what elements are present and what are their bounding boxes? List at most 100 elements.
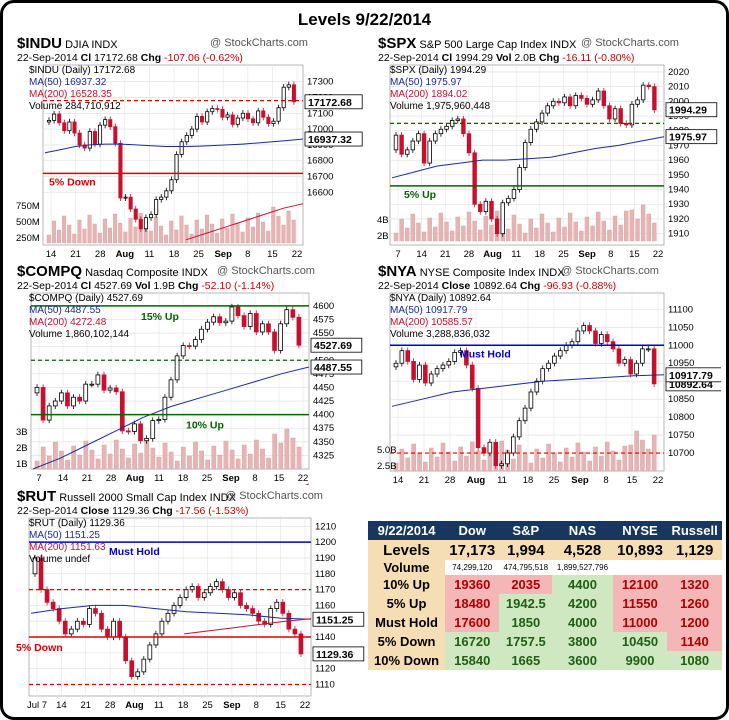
x-tick-label: 25 [202,700,213,711]
chart-panel-nya: $NYA NYSE Composite Index INDX @ StockCha… [376,263,721,485]
volume-bar [546,443,551,472]
candle-body [250,608,255,614]
close-label: Close [441,280,474,292]
volume-bar [601,220,606,242]
levels-table: 9/22/2014 Dow S&P NAS NYSE Russell Levels 17,17… [368,521,722,670]
candle-body [220,581,225,591]
candle-body [640,348,645,364]
x-tick-label: 11 [144,249,154,260]
chart-legend: $SPX (Daily) 1994.29 MA(50) 1975.97 MA(200… [390,65,490,113]
legend-entry: $INDU (Daily) 17172.68 [29,65,136,76]
volume-tick-label: 1B [16,459,28,470]
legend-entry: Volume 1,975,960,448 [390,101,491,112]
candle-body [266,323,271,333]
candle-body [506,197,511,204]
candle-body [82,144,87,149]
volume-bar [148,230,153,244]
candle-body [405,350,411,362]
candle-body [211,316,216,323]
volume-bar [281,224,286,244]
vol-label: Vol [134,280,154,292]
x-tick-label: 8 [608,249,613,260]
candle-body [107,387,113,391]
volume-bar [83,440,89,470]
last-price-box-text: 4527.69 [314,340,352,352]
candle-body [563,344,569,352]
chart-name: NYSE Composite Index INDX [416,267,565,279]
table-cell: 1665 [499,651,553,670]
volume-bar [113,439,119,470]
volume-bar [296,446,302,470]
volume-bar [551,231,556,242]
candle-body [52,113,57,121]
volume-bar [235,458,241,470]
volume-bar [34,460,40,470]
vol-label: Vol [495,52,515,64]
volume-bar [393,462,399,472]
volume-bar [444,221,449,242]
legend-entry: MA(50) 10917.79 [390,305,468,316]
volume-bar [113,213,118,244]
volume-bar [640,204,646,242]
chg-value: -96.93 (-0.88%) [543,280,617,292]
chart-header: $INDU DJIA INDX @ StockCharts.com [17,35,308,52]
last-price-box-text: 1994.29 [669,105,707,117]
y-tick-label: 1210 [315,521,336,532]
row-label-cell: 10% Up [368,575,446,594]
x-tick-label: 18 [178,700,189,711]
candle-body [444,125,449,130]
candle-body [217,316,223,324]
table-cell: 10,893 [612,540,668,560]
table-header-cell: NAS [552,521,613,540]
plot-border [389,64,665,246]
candle-body [81,620,86,625]
volume-bar [230,213,235,244]
volume-bar [199,450,204,470]
candle-body [596,90,601,101]
volume-bar [260,448,265,470]
ma50-box: 16937.32 [304,131,363,147]
volume-bar [612,215,618,242]
volume-tick-label: 2.5B [377,461,397,472]
close-value: 17172.68 [94,52,141,64]
chg-value: -16.11 (-0.80%) [562,52,635,64]
table-row: Volume 74,299,120 474,795,518 1,899,527,796 [368,560,722,575]
volume-bar [72,233,77,244]
candle-body [522,407,528,422]
candle-body [174,355,180,381]
candle-body [220,108,225,118]
candle-body [640,84,646,101]
legend-entry: $NYA (Daily) 10892.64 [390,293,491,304]
candle-body [556,100,562,104]
last-price-box-box [665,102,718,118]
plot-border [28,517,312,697]
candle-body [195,586,201,598]
volume-tick-label: 3B [16,427,28,438]
volume-bar [65,459,70,470]
candle-body [417,364,422,380]
x-tick-label: 11 [497,475,507,485]
volume-bar [108,227,112,244]
x-tick-label: Jul 7 [27,700,47,711]
volume-bar [440,442,446,472]
candle-body [52,400,58,407]
watermark: @ StockCharts.com [225,490,323,502]
volume-bar [229,449,235,470]
candle-body [489,200,494,220]
volume-bar [276,215,281,244]
row-label-cell: Levels [368,540,446,560]
volume-bar [97,232,102,244]
candle-body [247,313,253,327]
candle-body [581,325,587,332]
candle-body [99,612,104,630]
y-tick-label: 1930 [668,199,689,210]
volume-bar [472,220,477,242]
chart-header: $RUT Russell 2000 Small Cap Index INDX @ … [17,488,323,505]
candle-body [298,633,304,655]
x-tick-label: 22 [653,475,664,485]
candle-body [205,111,210,123]
x-tick-label: 11 [154,473,164,484]
candle-body [83,383,89,402]
ma50-box-text: 1975.97 [669,132,707,144]
level-label: Must Hold [460,348,511,360]
